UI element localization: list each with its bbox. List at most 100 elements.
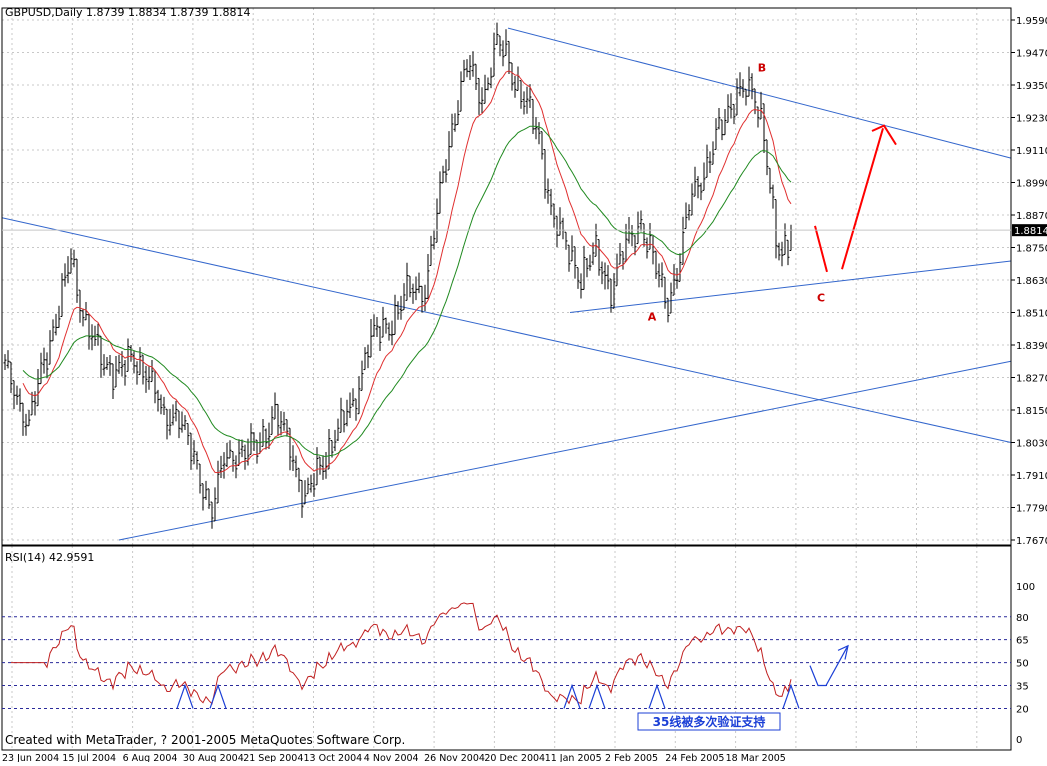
price-bar [342, 410, 346, 433]
price-bar [753, 88, 757, 115]
price-bar [519, 80, 523, 109]
price-bar [336, 418, 340, 441]
time-tick-label: 6 Aug 2004 [123, 753, 178, 762]
price-bar [774, 199, 778, 259]
price-bar [465, 59, 469, 78]
price-bar [543, 148, 547, 199]
price-bar [660, 262, 664, 288]
price-bar [768, 167, 772, 194]
rsi-tick-label: 50 [1016, 659, 1029, 670]
price-bar [618, 243, 622, 265]
price-bar [33, 391, 37, 416]
price-bar [390, 320, 394, 346]
price-bar [291, 445, 295, 472]
rsi-tick-label: 100 [1016, 582, 1035, 593]
wave-label: C [817, 292, 825, 305]
price-bar [549, 188, 553, 216]
price-bar [15, 385, 19, 405]
price-bar [60, 273, 64, 317]
trendline [118, 360, 1012, 541]
price-bar [600, 261, 604, 285]
price-bar [429, 235, 433, 266]
price-bar [522, 91, 526, 115]
price-bar [171, 404, 175, 426]
price-tick-label: 1.8630 [1016, 276, 1047, 287]
trendlines [1, 27, 1012, 541]
price-bar [639, 210, 643, 232]
price-bar [3, 354, 7, 370]
time-tick-label: 15 Jul 2004 [62, 753, 116, 762]
price-tick-label: 1.8870 [1016, 211, 1047, 222]
wave-label: B [758, 61, 766, 74]
price-bar [663, 276, 667, 309]
price-bar [744, 88, 748, 106]
price-bar [126, 338, 130, 372]
price-bar [213, 487, 217, 522]
price-bar [609, 278, 613, 313]
moving-averages [22, 70, 792, 474]
price-bar [243, 444, 247, 470]
price-bar [180, 411, 184, 433]
price-bar [483, 74, 487, 104]
price-bar [366, 344, 370, 369]
price-bar [780, 241, 784, 267]
wave-annotations: A B C [648, 61, 897, 324]
projection-arrow-up [841, 128, 884, 270]
price-bar [351, 388, 355, 407]
price-bar [480, 87, 484, 113]
price-bar [357, 376, 361, 415]
price-bar [762, 103, 766, 153]
price-bar [285, 419, 289, 437]
price-bar [297, 467, 301, 493]
price-bar [330, 440, 334, 458]
price-bar [717, 108, 721, 130]
price-bar [531, 98, 535, 134]
price-tick-label: 1.7790 [1016, 504, 1047, 515]
price-tick-label: 1.9230 [1016, 114, 1047, 125]
price-bar [201, 483, 205, 511]
price-bar [225, 442, 229, 468]
price-bar [654, 250, 658, 279]
price-bar [447, 131, 451, 171]
rsi-tick-label: 80 [1016, 613, 1029, 624]
price-bar [57, 305, 61, 328]
price-bar [129, 345, 133, 362]
grid [2, 8, 1011, 750]
price-bar [108, 354, 112, 376]
price-bar [426, 253, 430, 299]
price-bar [348, 392, 352, 419]
price-bar [321, 455, 325, 480]
price-bar [747, 66, 751, 97]
price-bar [177, 410, 181, 439]
price-bar [75, 258, 79, 303]
price-bar [306, 477, 310, 495]
rsi-support-marker [782, 683, 800, 709]
price-tick-label: 1.9590 [1016, 16, 1047, 27]
price-bar [24, 413, 28, 436]
current-price-box [1012, 224, 1047, 237]
price-bar [372, 314, 376, 337]
price-bar [195, 451, 199, 470]
price-bar [681, 216, 685, 265]
trendline [507, 27, 1012, 159]
trendline [569, 260, 1012, 313]
price-bar [678, 253, 682, 282]
price-bar [99, 335, 103, 378]
price-bar [450, 113, 454, 148]
rsi-support-marker [588, 683, 606, 709]
rsi-line [11, 602, 792, 705]
price-tick-label: 1.7910 [1016, 471, 1047, 482]
price-bar [360, 360, 364, 391]
rsi-tick-label: 65 [1016, 636, 1029, 647]
price-tick-label: 1.8750 [1016, 244, 1047, 255]
price-tick-label: 1.9470 [1016, 49, 1047, 60]
price-bar [381, 306, 385, 338]
trendline [1, 217, 1012, 443]
price-bar [135, 361, 139, 385]
time-tick-label: 20 Dec 2004 [484, 753, 545, 762]
rsi-support-marker [648, 683, 666, 709]
moving-average-fast [22, 70, 792, 474]
price-bar [540, 131, 544, 160]
price-bar [456, 100, 460, 126]
price-bar [420, 285, 424, 313]
